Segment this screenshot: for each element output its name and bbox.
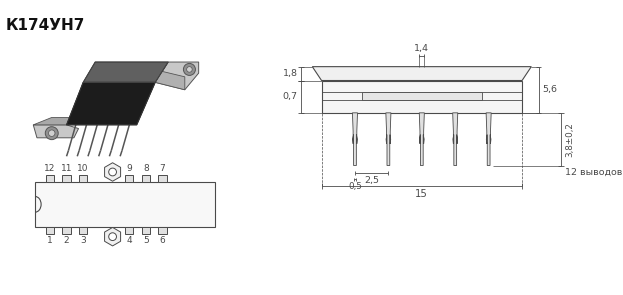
Text: 5,6: 5,6 [543, 85, 558, 94]
Bar [45, 175, 54, 182]
Circle shape [183, 63, 196, 76]
Polygon shape [155, 62, 199, 90]
Circle shape [45, 127, 58, 140]
Bar [321, 81, 522, 113]
Text: 15: 15 [416, 189, 428, 199]
Bar [125, 227, 133, 234]
Polygon shape [453, 113, 458, 165]
Bar [79, 227, 87, 234]
Circle shape [49, 130, 55, 136]
Polygon shape [33, 117, 83, 125]
Polygon shape [33, 125, 78, 138]
Bar [158, 175, 166, 182]
Text: 5: 5 [143, 236, 149, 245]
Text: 9: 9 [126, 164, 132, 173]
Text: 12: 12 [44, 164, 55, 173]
Bar [141, 227, 150, 234]
Text: 8: 8 [143, 164, 149, 173]
Text: 0,7: 0,7 [282, 92, 298, 101]
Polygon shape [419, 113, 424, 165]
Text: 7: 7 [159, 164, 165, 173]
Text: 3: 3 [80, 236, 86, 245]
Polygon shape [105, 227, 121, 246]
Bar [141, 175, 150, 182]
Polygon shape [486, 113, 491, 165]
Text: 3,8±0,2: 3,8±0,2 [566, 122, 574, 157]
Text: К174УН7: К174УН7 [6, 18, 85, 33]
Bar [79, 175, 87, 182]
Polygon shape [83, 62, 168, 82]
Text: 4: 4 [126, 236, 132, 245]
Bar [125, 175, 133, 182]
Bar [62, 175, 70, 182]
Text: 11: 11 [61, 164, 72, 173]
Circle shape [187, 67, 192, 72]
Polygon shape [386, 113, 391, 165]
Text: 0,5: 0,5 [348, 182, 362, 191]
Text: 10: 10 [77, 164, 89, 173]
Circle shape [108, 233, 117, 240]
Bar [158, 227, 166, 234]
Text: 1: 1 [47, 236, 53, 245]
Polygon shape [312, 67, 531, 81]
Polygon shape [67, 82, 155, 125]
Text: 1,4: 1,4 [414, 44, 429, 53]
Text: 2,5: 2,5 [364, 176, 379, 185]
Text: 1,8: 1,8 [282, 69, 298, 78]
Polygon shape [105, 163, 121, 181]
Bar [62, 227, 70, 234]
Text: 2: 2 [64, 236, 69, 245]
Circle shape [108, 168, 117, 176]
Polygon shape [155, 71, 185, 90]
Bar [45, 227, 54, 234]
Text: 6: 6 [159, 236, 165, 245]
Bar [362, 92, 482, 100]
Polygon shape [353, 113, 358, 165]
Bar [35, 182, 216, 227]
Text: 12 выводов: 12 выводов [566, 168, 623, 177]
